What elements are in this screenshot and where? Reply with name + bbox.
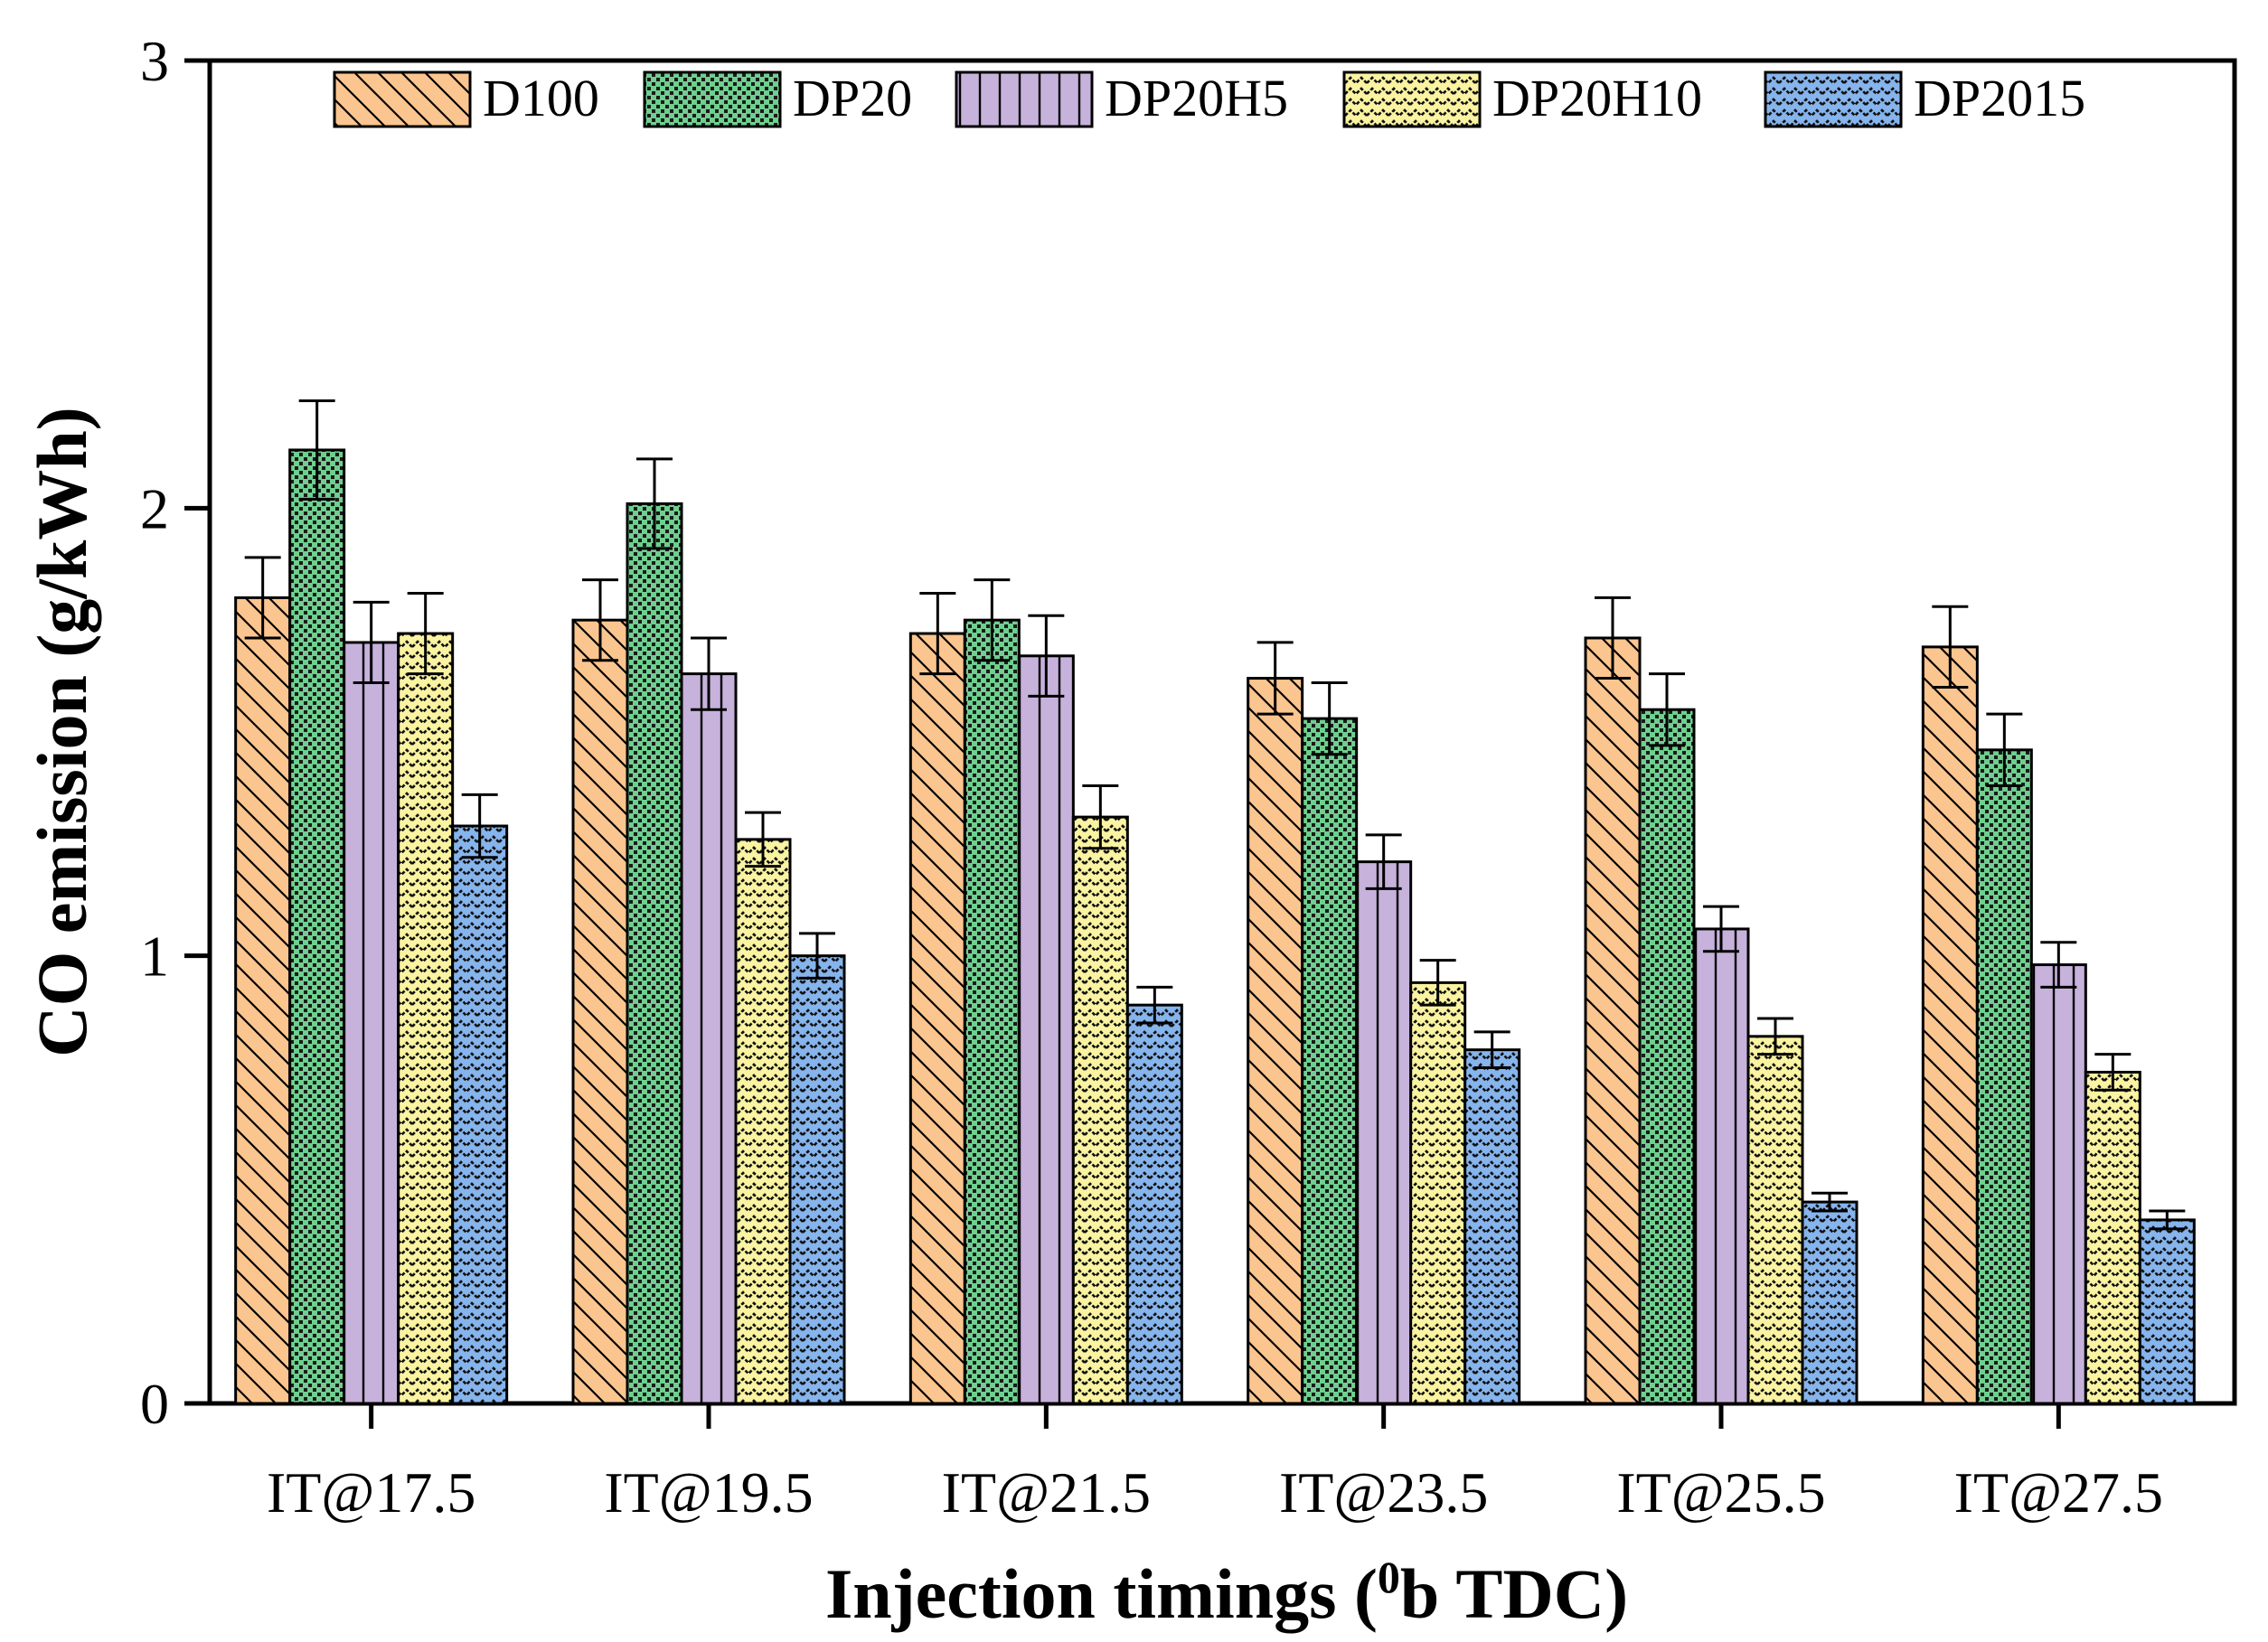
bar-dp2015 — [788, 932, 846, 1405]
y-axis: 0 1 2 3 — [140, 29, 210, 1436]
legend-label: DP20 — [793, 69, 912, 127]
bar-pattern — [2029, 963, 2087, 1405]
bar-pattern — [1409, 981, 1467, 1405]
legend-label: DP20H10 — [1492, 69, 1702, 127]
bar-dp20h10 — [1409, 959, 1467, 1405]
x-tick-label: IT@19.5 — [604, 1460, 813, 1525]
bar-pattern — [1355, 860, 1413, 1405]
legend-item-d100: D100 — [333, 69, 599, 128]
bar-pattern — [788, 954, 846, 1405]
legend-label: DP20H5 — [1105, 69, 1288, 127]
x-tick-label: IT@25.5 — [1616, 1460, 1825, 1525]
bar-pattern — [571, 618, 629, 1405]
bar-pattern — [397, 632, 455, 1405]
legend-swatch — [333, 70, 472, 128]
bar-d100 — [571, 578, 629, 1405]
bar-d100 — [1921, 605, 1979, 1405]
bar-pattern — [1801, 1200, 1859, 1405]
bar-pattern — [1071, 815, 1129, 1405]
bar-dp20h10 — [1071, 783, 1129, 1405]
bar-pattern — [451, 824, 509, 1405]
x-axis: IT@17.5 IT@19.5 IT@21.5 IT@23.5 IT@25.5 IT@27… — [267, 1403, 2163, 1525]
bar-pattern — [1692, 927, 1750, 1405]
legend-swatch — [643, 70, 782, 128]
x-tick-label: IT@27.5 — [1954, 1460, 2163, 1525]
bar-pattern — [343, 641, 400, 1405]
bar-pattern — [626, 502, 683, 1405]
x-tick-label: IT@21.5 — [942, 1460, 1151, 1525]
bar-dp2015 — [1125, 985, 1183, 1405]
bar-pattern — [734, 838, 792, 1405]
bar-dp20h10 — [397, 591, 455, 1405]
bar-dp20h5 — [1355, 833, 1413, 1405]
bar-dp20h5 — [1692, 905, 1750, 1405]
legend-swatch — [955, 70, 1094, 128]
x-tick-label: IT@23.5 — [1279, 1460, 1488, 1525]
legend-swatch — [1764, 70, 1903, 128]
y-tick-label: 2 — [140, 476, 169, 540]
bar-dp20 — [626, 457, 683, 1405]
bar-pattern — [1584, 636, 1642, 1405]
bar-pattern — [1301, 717, 1359, 1405]
bar-d100 — [234, 556, 292, 1405]
legend-item-dp20h5: DP20H5 — [955, 69, 1288, 128]
bar-pattern — [1921, 645, 1979, 1405]
bar-dp20h10 — [1746, 1017, 1804, 1405]
bar-dp20h5 — [1017, 614, 1075, 1405]
bar-dp20 — [1638, 672, 1696, 1405]
bar-pattern — [1125, 1003, 1183, 1405]
legend-item-dp20h10: DP20H10 — [1342, 69, 1702, 128]
bar-pattern — [1247, 677, 1304, 1405]
bar-dp20h5 — [2029, 941, 2087, 1405]
bar-pattern — [1463, 1048, 1521, 1405]
legend: D100 DP20 DP20H5 DP20H10 DP2015 — [333, 69, 2085, 128]
bar-pattern — [680, 672, 738, 1405]
plot-frame — [207, 58, 2237, 1406]
bar-d100 — [1247, 641, 1304, 1405]
bar-pattern — [1746, 1035, 1804, 1405]
bar-pattern — [1975, 748, 2033, 1405]
bar-dp2015 — [2138, 1209, 2196, 1405]
bar-dp2015 — [1801, 1191, 1859, 1405]
bar-pattern — [2138, 1218, 2196, 1405]
bar-d100 — [908, 591, 966, 1405]
bar-dp20 — [1975, 712, 2033, 1405]
bar-dp20h5 — [343, 600, 400, 1405]
legend-swatch — [1342, 70, 1482, 128]
bar-pattern — [963, 618, 1021, 1405]
y-axis-title: CO emission (g/kWh) — [23, 407, 101, 1056]
bar-dp20 — [1301, 681, 1359, 1405]
y-tick-label: 0 — [140, 1372, 169, 1436]
bar-pattern — [1638, 708, 1696, 1405]
bar-dp20h5 — [680, 636, 738, 1405]
bar-dp2015 — [1463, 1030, 1521, 1405]
bar-dp20 — [963, 578, 1021, 1405]
x-tick-label: IT@17.5 — [267, 1460, 475, 1525]
bar-dp20 — [288, 399, 346, 1405]
bar-pattern — [288, 448, 346, 1405]
x-axis-title-superscript: 0 — [1378, 1552, 1400, 1602]
legend-label: DP2015 — [1914, 69, 2085, 127]
plot-area — [207, 58, 2237, 1406]
x-axis-title: Injection timings (0b TDC) — [825, 1552, 1628, 1633]
bar-dp20h10 — [2084, 1053, 2141, 1405]
bars — [234, 399, 2196, 1405]
bar-d100 — [1584, 596, 1642, 1405]
bar-dp2015 — [451, 793, 509, 1405]
bar-pattern — [908, 632, 966, 1405]
legend-item-dp2015: DP2015 — [1764, 69, 2085, 128]
legend-label: D100 — [483, 69, 599, 127]
y-tick-label: 3 — [140, 29, 169, 93]
bar-pattern — [2084, 1070, 2141, 1405]
bar-pattern — [1017, 654, 1075, 1405]
bar-pattern — [234, 596, 292, 1405]
y-tick-label: 1 — [140, 924, 169, 989]
bar-dp20h10 — [734, 811, 792, 1405]
legend-item-dp20: DP20 — [643, 69, 912, 128]
